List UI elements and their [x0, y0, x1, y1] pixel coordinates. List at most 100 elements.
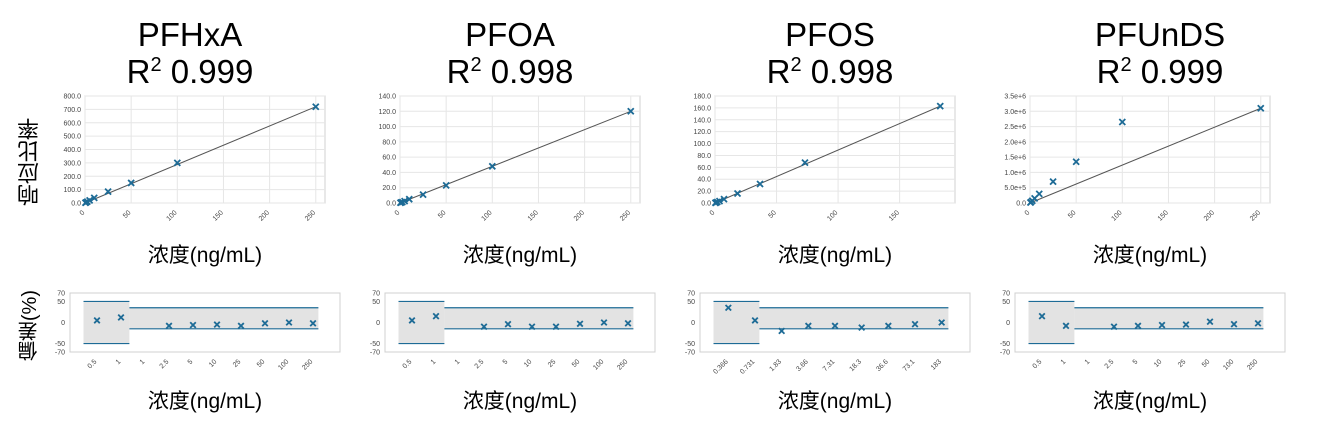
calibration-point	[173, 159, 181, 167]
bias-y-tick-label: -70	[1000, 350, 1010, 357]
r-squared-value: 0.998	[482, 53, 574, 90]
bias-point	[309, 319, 317, 327]
calibration-point	[1118, 118, 1126, 126]
r-squared-label: R2 0.998	[447, 53, 574, 90]
bias-x-tick-label: 25	[1177, 358, 1188, 369]
y-tick-label: 100.0	[693, 141, 711, 148]
y-tick-label: 100.0	[63, 187, 81, 194]
x-tick-label: 150	[888, 209, 901, 222]
bias-x-tick-label: 1	[1084, 358, 1092, 366]
y-tick-label: 20.0	[697, 189, 711, 196]
calibration-point	[756, 180, 764, 188]
bias-x-tick-label: 50	[1201, 358, 1212, 369]
bias-x-tick-label: 1	[115, 358, 123, 366]
bias-point	[165, 322, 173, 330]
bias-point	[1230, 320, 1238, 328]
bias-x-tick-label: 3.66	[795, 358, 810, 373]
fit-line	[1029, 107, 1261, 204]
bias-x-tick-label: 2.5	[159, 358, 171, 370]
y-tick-label: 120.0	[693, 129, 711, 136]
chart-title: PFUnDS	[1095, 16, 1225, 53]
y-tick-label: 600.0	[63, 120, 81, 127]
bias-point	[724, 304, 732, 312]
calibration-point	[715, 197, 724, 205]
bias-point	[432, 312, 440, 320]
bias-y-tick-label: 50	[687, 299, 695, 306]
bias-y-tick-label: 70	[57, 291, 65, 298]
bias-point	[261, 319, 269, 327]
fit-line	[714, 105, 941, 204]
bias-x-axis-label: 浓度(ng/mL)	[778, 390, 892, 413]
y-tick-label: 2.5e+6	[1004, 124, 1026, 131]
bias-x-tick-label: 25	[547, 358, 558, 369]
y-tick-label: 80.0	[697, 153, 711, 160]
x-tick-label: 150	[212, 209, 225, 222]
x-axis-label: 浓度(ng/mL)	[778, 244, 892, 267]
bias-y-tick-label: -50	[1000, 341, 1010, 348]
y-tick-label: 40.0	[697, 177, 711, 184]
bias-x-tick-label: 7.31	[822, 358, 837, 373]
x-tick-label: 200	[1203, 209, 1216, 222]
bias-x-tick-label: 250	[1246, 358, 1259, 371]
chart-title: PFHxA	[138, 16, 243, 53]
y-tick-label: 60.0	[382, 155, 396, 162]
y-tick-label: 700.0	[63, 107, 81, 114]
x-tick-label: 150	[1157, 209, 1170, 222]
bias-point	[1206, 318, 1214, 326]
x-tick-label: 250	[1249, 209, 1262, 222]
calibration-point	[127, 179, 135, 187]
calibration-point	[1257, 104, 1265, 112]
x-tick-label: 50	[1067, 209, 1078, 220]
bias-point	[1062, 322, 1070, 330]
bias-x-tick-label: 10	[208, 358, 219, 369]
bias-x-tick-label: 0.5	[87, 358, 99, 370]
y-tick-label: 200.0	[63, 174, 81, 181]
bias-x-tick-label: 100	[277, 358, 290, 371]
bias-x-tick-label: 250	[301, 358, 314, 371]
bias-x-axis-label: 浓度(ng/mL)	[148, 390, 262, 413]
bias-point	[1158, 321, 1166, 329]
y-tick-label: 0.0	[71, 201, 81, 208]
bias-x-tick-label: 1.83	[768, 358, 783, 373]
y-tick-label: 1.5e+6	[1004, 155, 1026, 162]
calibration-point	[1072, 158, 1080, 166]
x-tick-label: 50	[767, 209, 778, 220]
y-tick-label: 20.0	[382, 185, 396, 192]
calibration-point	[1049, 177, 1057, 186]
x-tick-label: 50	[122, 209, 133, 220]
bias-point	[831, 322, 839, 330]
bias-y-tick-label: 0	[691, 320, 695, 327]
chart-title: PFOA	[465, 16, 555, 53]
bias-x-tick-label: 25	[232, 358, 243, 369]
bias-point	[117, 314, 125, 321]
bias-y-tick-label: -50	[370, 341, 380, 348]
bias-x-tick-label: 1	[1060, 358, 1068, 366]
bias-y-tick-label: 0	[376, 320, 380, 327]
y-tick-label: 180.0	[693, 94, 711, 101]
bias-point	[552, 323, 560, 331]
y-tick-label: 5.0e+5	[1004, 185, 1026, 192]
bias-y-tick-label: -50	[55, 341, 65, 348]
bias-x-tick-label: 183	[930, 358, 943, 371]
bias-limit-band	[759, 307, 949, 329]
y-tick-label: 2.0e+6	[1004, 139, 1026, 146]
y-tick-label: 40.0	[382, 170, 396, 177]
x-tick-label: 200	[573, 209, 586, 222]
y-tick-label: 80.0	[382, 139, 396, 146]
bias-point	[624, 319, 632, 327]
x-tick-label: 50	[437, 209, 448, 220]
bias-x-tick-label: 50	[571, 358, 582, 369]
bias-x-tick-label: 2.5	[474, 358, 486, 370]
bias-point	[600, 319, 608, 326]
x-tick-label: 150	[527, 209, 540, 222]
calibration-plot-area	[1029, 95, 1271, 204]
x-tick-label: 100	[1111, 209, 1124, 222]
r-squared-value: 0.999	[1132, 53, 1224, 90]
bias-y-tick-label: 50	[372, 299, 380, 306]
bias-x-tick-label: 10	[523, 358, 534, 369]
bias-limit-band	[1028, 301, 1075, 344]
x-axis-label: 浓度(ng/mL)	[148, 244, 262, 267]
x-tick-label: 100	[481, 209, 494, 222]
